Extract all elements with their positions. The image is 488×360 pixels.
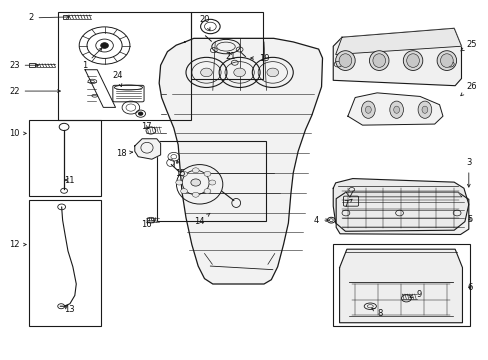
Circle shape bbox=[180, 189, 187, 194]
Text: 6: 6 bbox=[466, 283, 471, 292]
Polygon shape bbox=[332, 179, 468, 231]
Bar bbox=[29, 120, 101, 196]
Ellipse shape bbox=[335, 51, 354, 71]
Circle shape bbox=[200, 68, 212, 77]
Text: 1: 1 bbox=[82, 48, 102, 70]
Text: 12: 12 bbox=[9, 240, 26, 249]
Polygon shape bbox=[332, 28, 461, 86]
Ellipse shape bbox=[406, 54, 419, 67]
Ellipse shape bbox=[338, 54, 351, 67]
Text: 4: 4 bbox=[313, 216, 328, 225]
Bar bbox=[58, 12, 190, 120]
Text: 25: 25 bbox=[460, 40, 475, 51]
Circle shape bbox=[192, 168, 199, 173]
Text: 9: 9 bbox=[409, 289, 421, 298]
Circle shape bbox=[208, 180, 215, 185]
Ellipse shape bbox=[369, 51, 388, 71]
Ellipse shape bbox=[440, 54, 452, 67]
Text: 18: 18 bbox=[116, 149, 132, 158]
Text: 15: 15 bbox=[175, 160, 185, 178]
Polygon shape bbox=[335, 28, 461, 54]
Polygon shape bbox=[347, 93, 442, 125]
Text: 16: 16 bbox=[141, 220, 155, 229]
Circle shape bbox=[190, 179, 200, 186]
Polygon shape bbox=[345, 192, 461, 197]
Bar bbox=[29, 200, 101, 326]
Polygon shape bbox=[339, 249, 462, 323]
Bar bbox=[332, 244, 469, 326]
Circle shape bbox=[175, 180, 182, 185]
Text: 24: 24 bbox=[112, 71, 122, 87]
Text: 10: 10 bbox=[9, 129, 26, 138]
Text: 7: 7 bbox=[343, 199, 351, 209]
Text: 2: 2 bbox=[28, 13, 69, 22]
Text: 14: 14 bbox=[194, 213, 209, 226]
Text: 3: 3 bbox=[465, 158, 470, 187]
Text: 11: 11 bbox=[63, 176, 74, 185]
Circle shape bbox=[203, 171, 210, 176]
Ellipse shape bbox=[361, 101, 374, 118]
Text: 17: 17 bbox=[141, 122, 151, 131]
Circle shape bbox=[139, 112, 142, 115]
Ellipse shape bbox=[421, 106, 427, 113]
Ellipse shape bbox=[436, 51, 456, 71]
Ellipse shape bbox=[417, 101, 431, 118]
Polygon shape bbox=[135, 139, 160, 159]
Text: 13: 13 bbox=[63, 305, 74, 314]
Bar bbox=[157, 141, 266, 221]
Circle shape bbox=[233, 68, 245, 77]
Text: 8: 8 bbox=[371, 308, 382, 318]
Ellipse shape bbox=[403, 51, 422, 71]
Text: 20: 20 bbox=[199, 15, 209, 30]
Circle shape bbox=[203, 189, 210, 194]
Ellipse shape bbox=[389, 101, 403, 118]
Polygon shape bbox=[335, 192, 468, 234]
Ellipse shape bbox=[365, 106, 370, 113]
Text: 21: 21 bbox=[225, 52, 236, 61]
Circle shape bbox=[101, 42, 108, 48]
Text: 19: 19 bbox=[250, 54, 269, 63]
Ellipse shape bbox=[372, 54, 385, 67]
Circle shape bbox=[180, 171, 187, 176]
Circle shape bbox=[192, 192, 199, 197]
Bar bbox=[190, 12, 263, 79]
Ellipse shape bbox=[393, 106, 399, 113]
Polygon shape bbox=[159, 39, 322, 284]
Text: 5: 5 bbox=[466, 215, 471, 224]
Text: 26: 26 bbox=[460, 82, 476, 96]
Text: 22: 22 bbox=[9, 86, 60, 95]
Circle shape bbox=[266, 68, 278, 77]
Text: 23: 23 bbox=[9, 61, 39, 70]
